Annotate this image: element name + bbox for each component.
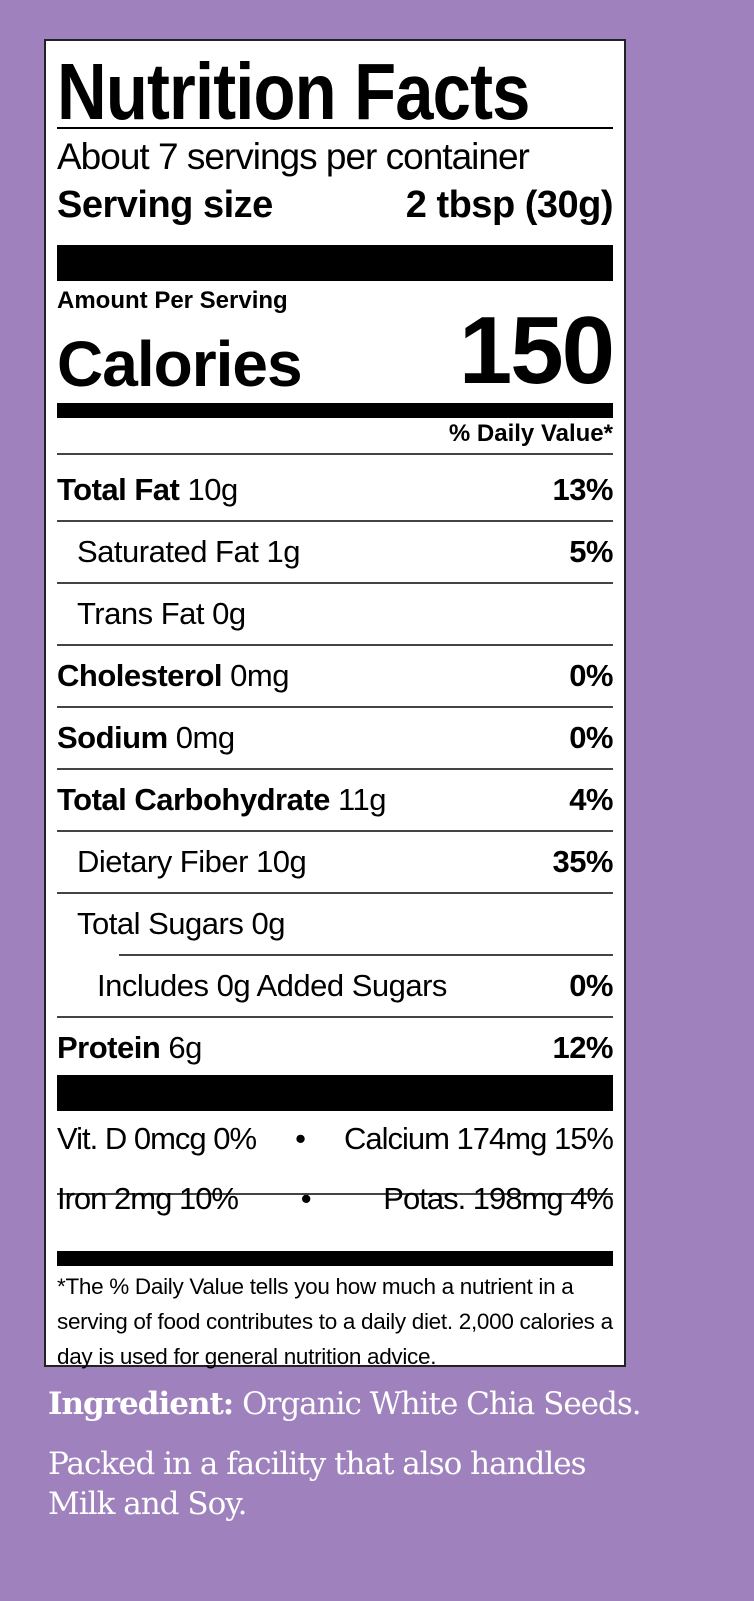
servings-per-container: About 7 servings per container xyxy=(57,136,530,177)
nutrient-amount: 0g xyxy=(251,906,285,941)
nutrient-row: Saturated Fat 1g 5% xyxy=(57,521,613,583)
medium-bar xyxy=(57,1251,613,1266)
divider xyxy=(57,1193,613,1195)
nutrient-daily-value: 0% xyxy=(569,968,613,1003)
nutrient-name-amount: Total Sugars 0g xyxy=(57,906,285,942)
divider xyxy=(57,582,613,584)
thick-bar xyxy=(57,245,613,281)
nutrient-row: Protein 6g 12% xyxy=(57,1017,613,1079)
nutrient-amount: 0mg xyxy=(230,658,289,693)
vitamin-left: Vit. D 0mcg 0% xyxy=(57,1121,257,1156)
nutrient-amount: 10g xyxy=(187,472,239,507)
nutrient-name: Saturated Fat xyxy=(77,534,259,569)
nutrient-row: Trans Fat 0g xyxy=(57,583,613,645)
nutrient-row: Includes 0g Added Sugars 0% xyxy=(57,955,613,1017)
nutrient-daily-value: 12% xyxy=(552,1030,613,1065)
thick-bar xyxy=(57,1075,613,1111)
nutrient-amount: 6g xyxy=(168,1030,202,1065)
divider xyxy=(57,706,613,708)
nutrient-name-amount: Total Carbohydrate 11g xyxy=(57,782,386,818)
vitamin-row: Iron 2mg 10% • Potas. 198mg 4% xyxy=(57,1181,614,1217)
nutrient-daily-value: 13% xyxy=(552,472,613,507)
vitamin-sep: • xyxy=(295,1121,306,1156)
nutrient-name: Total Fat xyxy=(57,472,180,507)
nutrient-name-amount: Includes 0g Added Sugars xyxy=(57,968,447,1004)
nutrient-daily-value: 0% xyxy=(569,720,613,755)
nutrient-name-amount: Total Fat 10g xyxy=(57,472,238,508)
medium-bar xyxy=(57,403,613,418)
nutrient-name-amount: Sodium 0mg xyxy=(57,720,235,756)
nutrient-name: Sodium xyxy=(57,720,168,755)
footnote: *The % Daily Value tells you how much a … xyxy=(57,1274,613,1369)
nutrition-facts-label: Nutrition Facts About 7 servings per con… xyxy=(44,39,626,1369)
divider xyxy=(57,1016,613,1018)
nutrient-name-amount: Protein 6g xyxy=(57,1030,202,1066)
nutrient-amount: 11g xyxy=(338,782,386,817)
nutrient-name-amount: Dietary Fiber 10g xyxy=(57,844,307,880)
ingredient-text: Organic White Chia Seeds. xyxy=(242,1386,642,1422)
divider xyxy=(57,453,613,455)
nutrient-name-amount: Trans Fat 0g xyxy=(57,596,246,632)
divider xyxy=(57,520,613,522)
vitamin-right: Potas. 198mg 4% xyxy=(383,1181,614,1216)
vitamin-left: Iron 2mg 10% xyxy=(57,1181,239,1216)
allergen-line-2: Milk and Soy. xyxy=(48,1486,248,1522)
divider xyxy=(57,830,613,832)
nutrient-name: Total Sugars xyxy=(77,906,244,941)
divider xyxy=(57,768,613,770)
nutrient-name: Protein xyxy=(57,1030,161,1065)
nutrient-row: Total Carbohydrate 11g 4% xyxy=(57,769,613,831)
nutrient-row: Cholesterol 0mg 0% xyxy=(57,645,613,707)
nutrient-name: Trans Fat xyxy=(77,596,205,631)
calories-label: Calories xyxy=(57,328,303,400)
vitamin-sep: • xyxy=(300,1181,312,1216)
ingredient-label: Ingredient: xyxy=(48,1386,234,1422)
nutrient-name: Cholesterol xyxy=(57,658,223,693)
divider xyxy=(119,954,613,956)
ingredient-line: Ingredient: Organic White Chia Seeds. xyxy=(48,1386,642,1422)
nutrient-row: Sodium 0mg 0% xyxy=(57,707,613,769)
nutrient-row: Total Fat 10g 13% xyxy=(57,459,613,521)
nutrient-daily-value: 4% xyxy=(569,782,613,817)
nutrient-daily-value: 0% xyxy=(569,658,613,693)
allergen-line-1: Packed in a facility that also handles xyxy=(48,1446,587,1482)
label-title: Nutrition Facts xyxy=(57,47,530,136)
nutrient-name-amount: Cholesterol 0mg xyxy=(57,658,289,694)
calories-row: Calories 150 xyxy=(57,297,615,404)
divider xyxy=(57,127,613,129)
nutrient-name-amount: Saturated Fat 1g xyxy=(57,534,300,570)
nutrient-row: Total Sugars 0g xyxy=(57,893,613,955)
calories-value: 150 xyxy=(458,297,615,404)
serving-size-label: Serving size xyxy=(57,184,273,226)
serving-size-value: 2 tbsp (30g) xyxy=(405,184,614,226)
divider xyxy=(57,644,613,646)
nutrient-daily-value: 5% xyxy=(569,534,613,569)
nutrient-daily-value: 35% xyxy=(552,844,613,879)
divider xyxy=(57,892,613,894)
amount-per-serving: Amount Per Serving xyxy=(57,287,288,314)
nutrient-name: Total Carbohydrate xyxy=(57,782,330,817)
vitamin-right: Calcium 174mg 15% xyxy=(343,1121,614,1156)
nutrient-amount: 10g xyxy=(256,844,307,879)
nutrient-amount: 1g xyxy=(266,534,300,569)
serving-size: Serving size 2 tbsp (30g) xyxy=(57,181,614,229)
nutrient-amount: 0mg xyxy=(175,720,235,755)
daily-value-header: % Daily Value* xyxy=(448,420,613,447)
nutrient-amount: 0g xyxy=(212,596,246,631)
nutrient-name: Includes 0g Added Sugars xyxy=(97,968,447,1003)
nutrient-row: Dietary Fiber 10g 35% xyxy=(57,831,613,893)
nutrient-name: Dietary Fiber xyxy=(77,844,248,879)
vitamin-row: Vit. D 0mcg 0% • Calcium 174mg 15% xyxy=(57,1121,614,1157)
